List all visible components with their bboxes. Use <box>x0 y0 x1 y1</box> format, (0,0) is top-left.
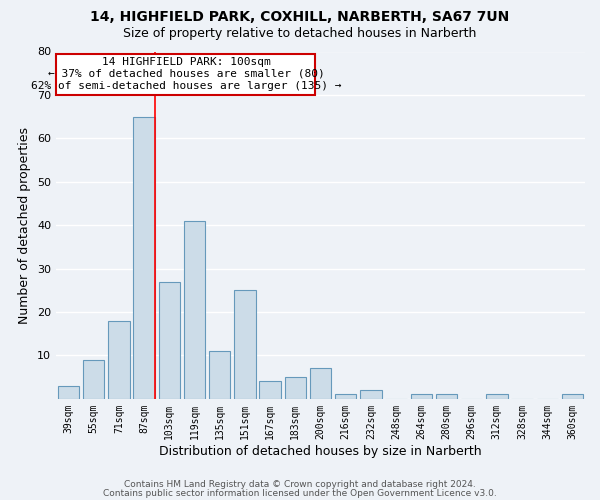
Bar <box>184 221 205 399</box>
Bar <box>410 394 432 399</box>
Text: Contains public sector information licensed under the Open Government Licence v3: Contains public sector information licen… <box>103 490 497 498</box>
Text: 62% of semi-detached houses are larger (135) →: 62% of semi-detached houses are larger (… <box>31 81 341 91</box>
Bar <box>58 386 79 399</box>
Bar <box>436 394 457 399</box>
Bar <box>335 394 356 399</box>
FancyBboxPatch shape <box>56 54 316 95</box>
Y-axis label: Number of detached properties: Number of detached properties <box>19 126 31 324</box>
Bar <box>209 351 230 399</box>
Bar <box>108 320 130 399</box>
Bar <box>158 282 180 399</box>
Bar <box>284 377 306 399</box>
Bar <box>133 116 155 399</box>
Bar <box>234 290 256 399</box>
Bar <box>83 360 104 399</box>
Bar <box>310 368 331 399</box>
Bar <box>360 390 382 399</box>
Bar <box>486 394 508 399</box>
Bar <box>562 394 583 399</box>
Text: Contains HM Land Registry data © Crown copyright and database right 2024.: Contains HM Land Registry data © Crown c… <box>124 480 476 489</box>
Text: 14 HIGHFIELD PARK: 100sqm: 14 HIGHFIELD PARK: 100sqm <box>101 56 271 66</box>
Text: 14, HIGHFIELD PARK, COXHILL, NARBERTH, SA67 7UN: 14, HIGHFIELD PARK, COXHILL, NARBERTH, S… <box>91 10 509 24</box>
Bar <box>259 382 281 399</box>
X-axis label: Distribution of detached houses by size in Narberth: Distribution of detached houses by size … <box>159 444 482 458</box>
Text: Size of property relative to detached houses in Narberth: Size of property relative to detached ho… <box>124 28 476 40</box>
Text: ← 37% of detached houses are smaller (80): ← 37% of detached houses are smaller (80… <box>47 69 325 79</box>
